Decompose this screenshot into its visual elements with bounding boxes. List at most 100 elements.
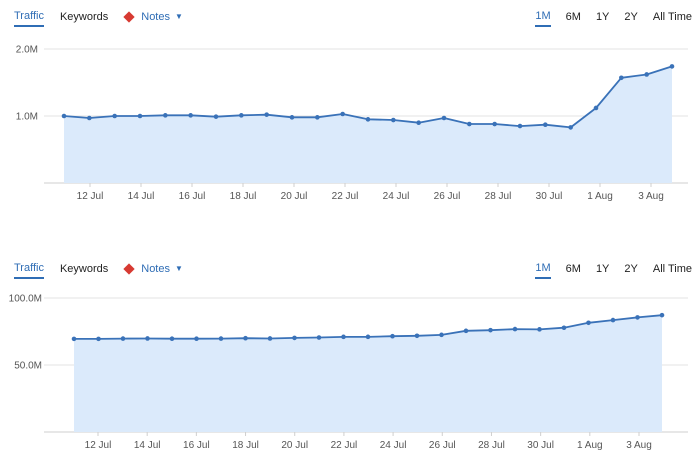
data-point: [163, 113, 168, 118]
data-point: [391, 117, 396, 123]
notes-dropdown[interactable]: Notes ▼: [123, 10, 183, 26]
data-point: [145, 336, 150, 341]
range-selector: 1M 6M 1Y 2Y All Time: [520, 8, 692, 28]
data-point: [390, 333, 395, 339]
range-all-time[interactable]: All Time: [652, 10, 692, 23]
x-tick-label: 20 Jul: [281, 440, 308, 451]
range-1m[interactable]: 1M: [535, 262, 551, 279]
data-point: [467, 121, 472, 127]
x-tick-label: 22 Jul: [331, 440, 358, 451]
data-point: [137, 113, 143, 119]
y-tick-label: 2.0M: [16, 45, 38, 56]
data-point: [213, 114, 219, 119]
keywords-chart-panel: 50.0M 100.0M 12 Jul 14 Jul 16 Jul 18 Jul 20 Ju…: [0, 252, 700, 471]
data-point: [340, 111, 345, 117]
data-point: [644, 72, 649, 77]
data-point: [488, 327, 493, 333]
x-tick-label: 12 Jul: [85, 440, 112, 451]
x-tick-label: 14 Jul: [128, 191, 155, 202]
x-tick-label: 30 Jul: [536, 191, 563, 202]
traffic-area-chart: 1.0M 2.0M 12 Jul 14 Jul 16 Jul 18 Jul 20 Jul 22…: [16, 45, 688, 202]
data-point: [543, 122, 548, 128]
x-tick-label: 3 Aug: [638, 191, 664, 202]
traffic-chart-panel: 1.0M 2.0M 12 Jul 14 Jul 16 Jul 18 Jul 20 Jul 22…: [0, 0, 700, 210]
data-point: [61, 113, 67, 119]
data-point: [289, 115, 295, 120]
x-tick-label: 24 Jul: [380, 440, 407, 451]
data-point: [239, 113, 244, 118]
caret-down-icon: ▼: [175, 12, 183, 21]
x-tick-label: 16 Jul: [179, 191, 206, 202]
range-all-time[interactable]: All Time: [652, 262, 692, 275]
data-point: [416, 120, 421, 125]
data-point: [316, 335, 322, 340]
x-tick-label: 18 Jul: [230, 191, 257, 202]
data-point: [341, 334, 346, 340]
range-6m[interactable]: 6M: [565, 10, 581, 23]
notes-dropdown[interactable]: Notes ▼: [123, 262, 183, 278]
data-point: [414, 333, 420, 339]
data-point: [120, 336, 126, 341]
range-2y[interactable]: 2Y: [624, 10, 638, 23]
data-point: [593, 105, 599, 111]
data-point: [188, 113, 193, 118]
data-point: [71, 336, 77, 342]
data-point: [87, 115, 92, 121]
tab-keywords[interactable]: Keywords: [59, 10, 109, 23]
data-point: [439, 332, 444, 338]
data-point: [568, 125, 573, 130]
x-tick-label: 1 Aug: [577, 440, 603, 451]
series-area: [74, 315, 662, 432]
x-tick-label: 28 Jul: [478, 440, 505, 451]
data-point: [561, 325, 567, 331]
x-tick-label: 30 Jul: [527, 440, 554, 451]
tab-keywords[interactable]: Keywords: [59, 262, 109, 275]
x-tick-label: 16 Jul: [183, 440, 210, 451]
data-point: [463, 328, 469, 334]
data-point: [112, 113, 117, 119]
x-tick-label: 20 Jul: [281, 191, 308, 202]
chart-tabs: Traffic Keywords Notes ▼: [14, 8, 183, 28]
data-point: [365, 117, 371, 122]
data-point: [619, 75, 624, 81]
x-tick-label: 12 Jul: [77, 191, 104, 202]
data-point: [586, 320, 591, 326]
data-point: [512, 326, 518, 332]
data-point: [96, 336, 101, 342]
range-1y[interactable]: 1Y: [595, 10, 610, 23]
data-point: [610, 317, 616, 323]
x-tick-label: 24 Jul: [383, 191, 410, 202]
data-point: [659, 312, 665, 318]
data-point: [365, 334, 371, 340]
x-tick-label: 28 Jul: [485, 191, 512, 202]
note-diamond-icon: [123, 262, 135, 275]
x-tick-label: 1 Aug: [587, 191, 613, 202]
x-tick-label: 14 Jul: [134, 440, 161, 451]
data-point: [243, 335, 248, 341]
chart-tabs: Traffic Keywords Notes ▼: [14, 260, 183, 280]
traffic-area-chart: 50.0M 100.0M 12 Jul 14 Jul 16 Jul 18 Jul 20 Ju…: [9, 294, 688, 451]
range-6m[interactable]: 6M: [565, 262, 581, 275]
y-tick-label: 1.0M: [16, 112, 38, 123]
y-tick-label: 100.0M: [9, 294, 42, 305]
range-selector: 1M 6M 1Y 2Y All Time: [520, 260, 692, 280]
note-diamond-icon: [123, 10, 135, 23]
data-point: [635, 315, 640, 320]
y-tick-label: 50.0M: [14, 361, 42, 372]
x-tick-label: 22 Jul: [332, 191, 359, 202]
notes-label: Notes: [141, 262, 170, 275]
range-2y[interactable]: 2Y: [624, 262, 638, 275]
tab-traffic[interactable]: Traffic: [14, 262, 44, 279]
range-1m[interactable]: 1M: [535, 10, 551, 27]
data-point: [517, 123, 523, 129]
range-1y[interactable]: 1Y: [595, 262, 610, 275]
data-point: [264, 112, 269, 117]
data-point: [669, 64, 675, 69]
notes-label: Notes: [141, 10, 170, 23]
tab-traffic[interactable]: Traffic: [14, 10, 44, 27]
data-point: [292, 335, 297, 341]
series-area: [64, 66, 672, 183]
data-point: [492, 121, 497, 127]
data-point: [315, 115, 320, 120]
x-tick-label: 26 Jul: [434, 191, 461, 202]
